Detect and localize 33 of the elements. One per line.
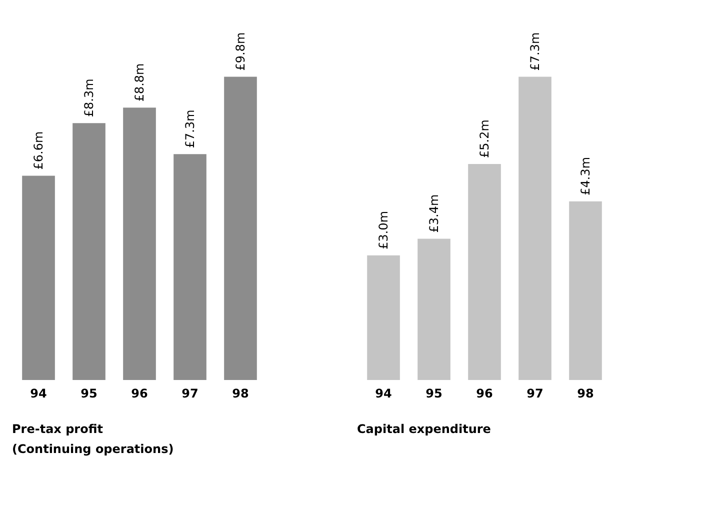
data-label: £7.3m: [182, 110, 197, 148]
bar: [518, 76, 552, 380]
x-tick-label: 94: [375, 386, 392, 400]
data-label: £4.3m: [578, 156, 592, 196]
data-label: £7.3m: [528, 32, 542, 71]
x-tick-label: 97: [526, 386, 544, 400]
bar: [468, 164, 501, 380]
data-label: £9.8m: [233, 32, 248, 71]
text: Pre-tax profit: [12, 422, 104, 436]
x-tick-label: 94: [30, 386, 47, 400]
bar: [174, 154, 206, 380]
data-label: £8.8m: [132, 63, 146, 102]
x-tick-label: 98: [577, 386, 594, 400]
bar: [367, 255, 400, 380]
data-label: £8.3m: [82, 78, 96, 118]
bar: [22, 176, 55, 380]
x-tick-label: 96: [131, 386, 148, 400]
data-label: £3.0m: [376, 210, 391, 250]
bar: [569, 201, 602, 380]
data-label: £3.4m: [427, 194, 442, 233]
data-label: £5.2m: [478, 120, 492, 158]
x-tick-label: 95: [80, 386, 98, 400]
bar: [72, 123, 106, 380]
text: Capital expenditure: [357, 422, 491, 436]
x-tick-label: 97: [182, 386, 198, 400]
x-tick-label: 96: [476, 386, 493, 400]
x-tick-label: 98: [232, 386, 249, 400]
bar: [123, 108, 156, 380]
x-tick-label: 95: [426, 386, 442, 400]
bar: [224, 76, 257, 380]
bar: [418, 238, 450, 380]
text: (Continuing operations): [12, 442, 174, 456]
data-label: £6.6m: [32, 131, 46, 170]
